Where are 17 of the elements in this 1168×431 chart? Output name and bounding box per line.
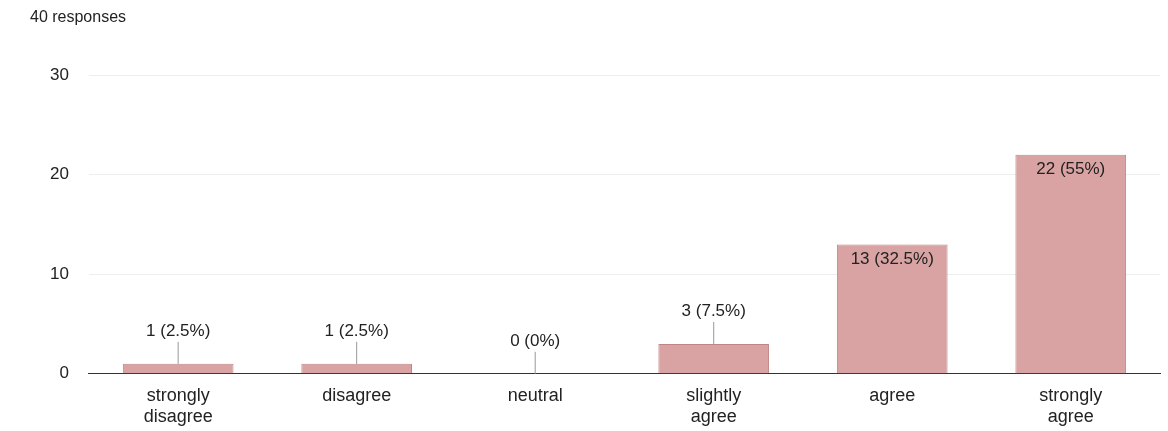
x-tick-label: slightly agree <box>686 384 742 427</box>
chart-title: 40 responses <box>30 8 127 26</box>
data-label: 22 (55%) <box>1036 159 1106 179</box>
data-label: 13 (32.5%) <box>850 248 934 268</box>
x-tick-label: disagree <box>322 384 392 405</box>
data-label: 1 (2.5%) <box>146 321 211 341</box>
y-tick-label: 0 <box>59 363 69 383</box>
y-tick-label: 20 <box>49 164 69 184</box>
x-tick-label: neutral <box>507 384 563 405</box>
x-tick-label: strongly disagree <box>143 384 213 427</box>
y-tick-label: 10 <box>49 263 69 283</box>
data-label: 3 (7.5%) <box>681 301 746 321</box>
data-label: 1 (2.5%) <box>324 321 389 341</box>
y-tick-label: 30 <box>49 64 69 84</box>
x-tick-label: strongly agree <box>1039 384 1103 427</box>
data-label: 0 (0%) <box>510 330 561 350</box>
x-tick-label: agree <box>869 384 916 405</box>
